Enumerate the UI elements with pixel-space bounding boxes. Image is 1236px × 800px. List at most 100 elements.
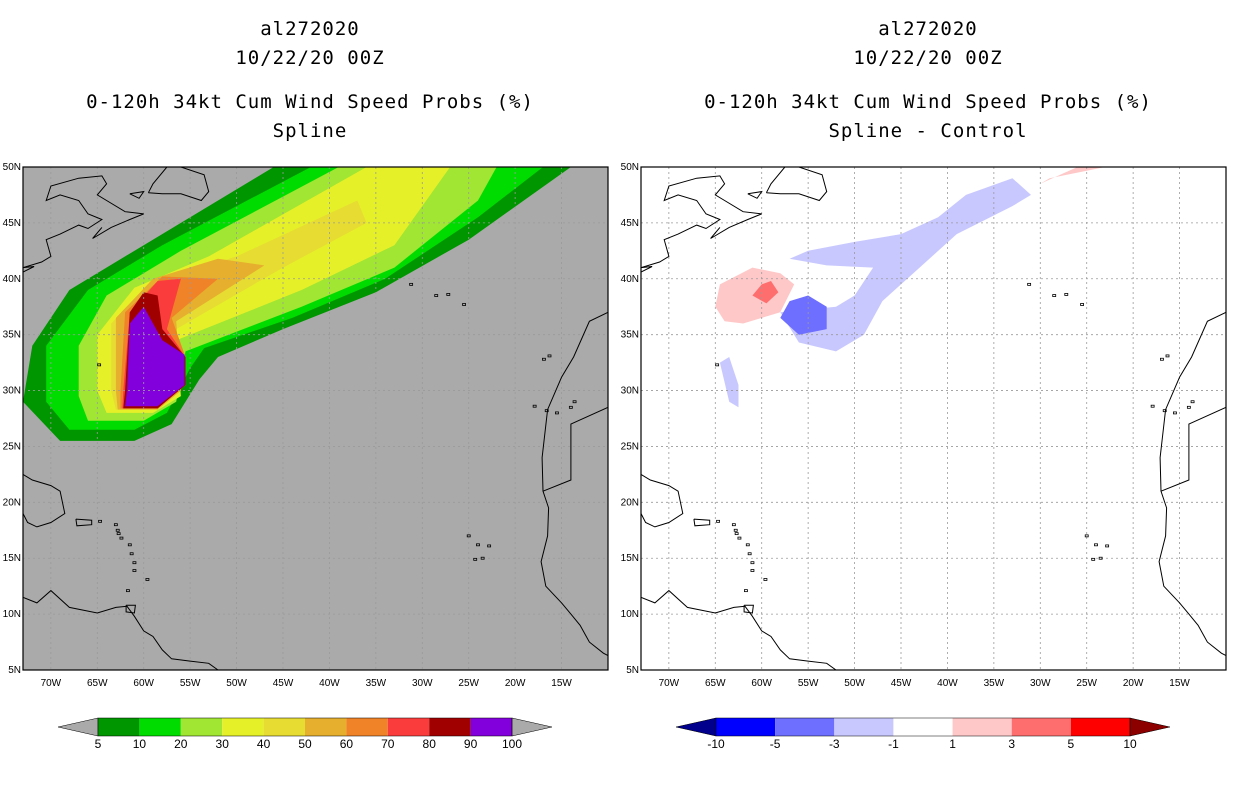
x-tick-label: 50W [844,678,865,689]
island [119,536,124,540]
island [544,409,549,413]
colorbar-label: -1 [888,737,899,751]
left-title-method: Spline [272,120,348,142]
x-tick-label: 45W [891,678,912,689]
x-tick-label: 70W [659,678,680,689]
colorbar-high-arrow [511,717,553,737]
colorbar-label: -5 [770,737,781,751]
island [97,363,102,367]
colorbar-label: 10 [1123,737,1137,751]
y-tick-label: 5N [8,665,21,676]
x-tick-label: 20W [1123,678,1144,689]
island [1064,293,1069,296]
x-tick-label: 45W [273,678,294,689]
coastline [693,518,711,527]
x-tick-label: 20W [505,678,526,689]
y-tick-label: 25N [3,441,21,452]
island [115,528,120,532]
x-tick-label: 60W [133,678,154,689]
island [1052,294,1057,297]
coastline [23,473,66,528]
y-tick-label: 30N [3,386,21,397]
coastline [641,266,653,273]
contour-level--3 [780,295,827,335]
colorbar-label: 20 [174,737,188,751]
left-title-product: 0-120h 34kt Cum Wind Speed Probs (%) [86,91,534,113]
island [132,569,137,572]
island [129,552,134,556]
island [547,354,552,358]
island [409,282,414,286]
y-tick-label: 45N [621,218,639,229]
y-tick-label: 40N [3,274,21,285]
colorbar-low-arrow [57,717,99,737]
x-tick-label: 60W [751,678,772,689]
colorbar-label: 90 [464,737,478,751]
colorbar-label: 30 [216,737,230,751]
island [1150,404,1155,408]
x-tick-label: 50W [226,678,247,689]
left-title-date: 10/22/20 00Z [235,47,385,69]
colorbar-label: 3 [1008,737,1015,751]
colorbar-label: 10 [133,737,147,751]
colorbar-segment [305,718,347,736]
y-tick-label: 20N [621,497,639,508]
x-tick-label: 30W [1030,678,1051,689]
colorbar-segment [952,718,1012,736]
left-map-panel: 70W 65W 60W 55W 50W 45W 40W 35W 30W 25W 20W 15W 50N 4… [3,162,609,689]
island [750,569,755,572]
x-tick-label: 15W [1169,678,1190,689]
island [1165,354,1170,358]
y-tick-label: 20N [3,497,21,508]
y-tick-label: 10N [621,609,639,620]
colorbar-low-arrow [675,717,717,737]
island [1162,409,1167,413]
y-tick-label: 40N [621,274,639,285]
coastline [641,473,684,528]
coastline [129,190,145,199]
island [1098,556,1103,560]
y-tick-label: 30N [621,386,639,397]
colorbar-segment [139,718,181,736]
colorbar-label: 5 [1068,737,1075,751]
island [744,589,748,593]
y-tick-label: 5N [626,665,639,676]
colorbar-label: 5 [95,737,102,751]
colorbar-segment [263,718,305,736]
x-tick-label: 55W [180,678,201,689]
island [542,357,546,361]
x-tick-label: 40W [937,678,958,689]
y-tick-label: 35N [3,330,21,341]
y-tick-label: 50N [3,162,21,173]
x-tick-label: 30W [412,678,433,689]
coastline [1160,351,1226,492]
island [1091,557,1096,561]
island [145,578,150,581]
colorbar-segment [716,718,776,736]
colorbar-segment [222,718,264,736]
y-tick-label: 15N [621,553,639,564]
island [750,561,755,565]
island [572,400,577,404]
island [1080,303,1084,306]
coastline [641,175,762,269]
island [568,405,573,409]
colorbar-segment [775,718,835,736]
colorbar-label: 60 [340,737,354,751]
colorbar-segment [346,718,388,736]
map-frame [22,166,609,671]
contour-level--1 [780,178,1031,352]
island [1027,282,1032,286]
island [132,561,137,565]
colorbar-label: -10 [707,737,725,751]
colorbar-segment [893,718,953,736]
island [734,532,739,536]
colorbar-frame [715,717,1131,737]
island [462,303,466,306]
colorbar-label: 100 [502,737,522,751]
right-title-date: 10/22/20 00Z [853,47,1003,69]
x-tick-label: 35W [366,678,387,689]
island [1105,544,1110,548]
coastline [743,604,754,614]
y-tick-label: 45N [3,218,21,229]
